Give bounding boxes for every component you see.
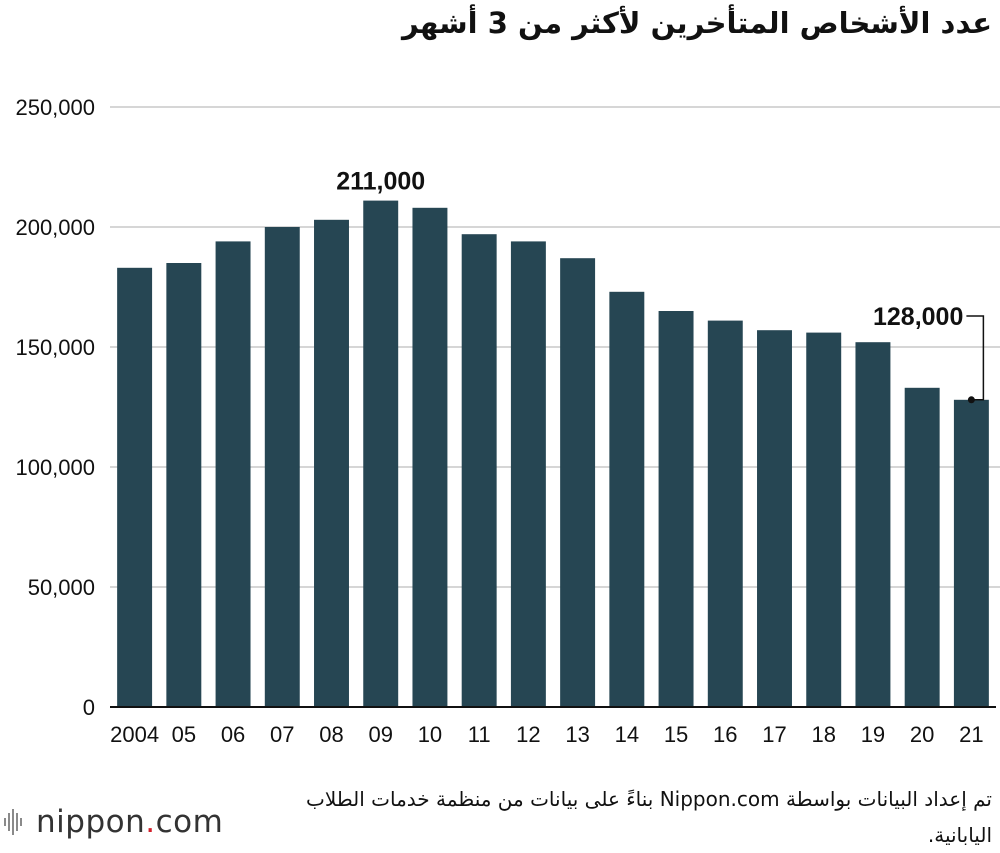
bar	[855, 342, 891, 707]
bar	[707, 320, 743, 707]
bar	[658, 311, 694, 707]
bar	[117, 267, 153, 707]
y-tick-label: 250,000	[15, 95, 95, 120]
x-tick-label: 21	[959, 722, 983, 747]
gridlines	[110, 106, 1000, 588]
bar	[510, 241, 546, 707]
x-tick-label: 11	[468, 722, 491, 747]
x-tick-label: 14	[615, 722, 639, 747]
bar	[461, 234, 497, 707]
y-axis: 0 50,000 100,000 150,000 200,000 250,000	[15, 95, 95, 720]
bar-chart: 0 50,000 100,000 150,000 200,000 250,000 2004…	[15, 95, 1000, 747]
y-tick-label: 50,000	[28, 575, 95, 600]
bar	[609, 291, 645, 707]
nippon-logo: nippon.com	[4, 799, 223, 845]
annotations: 211,000 128,000	[336, 168, 985, 404]
x-tick-label: 2004	[110, 722, 159, 747]
y-tick-label: 200,000	[15, 215, 95, 240]
bar	[806, 332, 842, 707]
x-tick-label: 19	[861, 722, 885, 747]
y-tick-label: 100,000	[15, 455, 95, 480]
y-tick-label: 150,000	[15, 335, 95, 360]
x-axis: 2004 05 06 07 08 09 10 11 12 13 14 15 16 17 18 19 20 21	[110, 706, 996, 747]
data-label: 211,000	[336, 168, 425, 196]
bar	[757, 330, 792, 707]
x-tick-label: 09	[368, 722, 392, 747]
bar	[264, 227, 300, 707]
callout-dot	[967, 396, 975, 404]
x-tick-label: 10	[418, 722, 442, 747]
x-tick-label: 15	[664, 722, 688, 747]
x-tick-label: 17	[762, 722, 786, 747]
data-label: 128,000	[873, 303, 963, 331]
bar	[560, 258, 596, 707]
x-tick-label: 07	[270, 722, 294, 747]
x-tick-label: 20	[910, 722, 934, 747]
logo-name: nippon	[36, 804, 146, 840]
bar	[412, 207, 448, 708]
x-tick-label: 18	[811, 722, 835, 747]
bars	[117, 200, 989, 708]
logo-dot: .	[145, 804, 156, 840]
bar	[166, 263, 202, 707]
x-tick-label: 05	[172, 722, 196, 747]
x-tick-label: 06	[221, 722, 245, 747]
x-tick-label: 16	[713, 722, 737, 747]
source-note: تم إعداد البيانات بواسطة Nippon.com بناء…	[305, 787, 992, 847]
bar	[953, 399, 989, 707]
bar	[215, 241, 251, 707]
x-tick-label: 08	[319, 722, 343, 747]
x-tick-label: 13	[565, 722, 589, 747]
x-tick-label: 12	[516, 722, 540, 747]
bar	[363, 200, 399, 707]
logo-tld: com	[155, 804, 224, 840]
bar	[904, 387, 940, 707]
sound-wave-icon	[4, 809, 22, 835]
chart-title: عدد الأشخاص المتأخرين لأكثر من 3 أشهر	[401, 6, 992, 40]
logo-text: nippon.com	[36, 804, 223, 840]
y-tick-label: 0	[83, 695, 95, 720]
bar	[314, 219, 349, 708]
callout-line	[966, 315, 985, 401]
